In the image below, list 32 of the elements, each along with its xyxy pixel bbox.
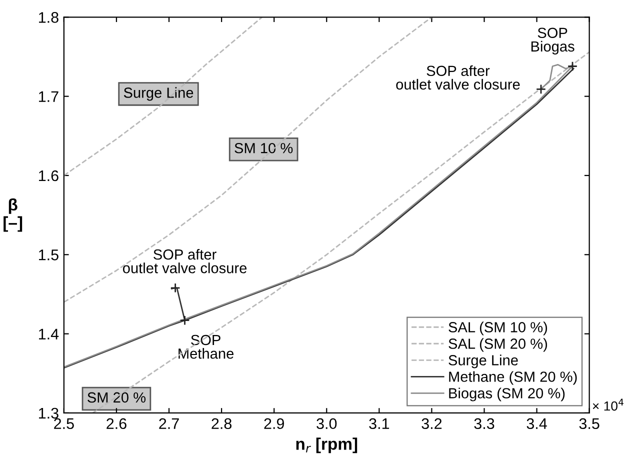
x-tick-label: 2.9 <box>264 418 284 430</box>
x-tick-label: 2.8 <box>212 418 232 430</box>
y-tick-label: 1.6 <box>39 170 58 182</box>
x-tick-label: 3.4 <box>526 418 547 430</box>
legend-label: SAL (SM 10 %) <box>448 322 548 336</box>
x-tick-label: 2.5 <box>54 418 74 430</box>
x-tick-label: 2.7 <box>159 418 179 429</box>
x-tick-label: 3.1 <box>369 418 390 430</box>
y-tick-label: 1.5 <box>39 250 58 260</box>
annotation: SM 10 % <box>234 142 293 154</box>
x-tick-label: 3.0 <box>316 418 337 430</box>
legend-label: Surge Line <box>448 354 518 368</box>
legend-label: Biogas (SM 20 %) <box>449 388 565 402</box>
annotation: SOP after outlet valve closure <box>122 248 247 274</box>
y-axis-title: β [–] <box>4 198 22 232</box>
annotation: SOP Methane <box>178 334 234 359</box>
annotation: Surge Line <box>124 87 194 101</box>
y-tick-label: 1.7 <box>39 91 58 102</box>
annotation: SOP after outlet valve closure <box>396 65 520 90</box>
annotation: SOP Biogas <box>531 28 574 55</box>
x-tick-label: 3.5 <box>579 418 600 430</box>
x-tick-label: 3.3 <box>474 418 494 430</box>
x-tick-label: 3.2 <box>422 418 442 430</box>
text: × 10$^{4}$ <box>592 398 624 411</box>
y-tick-label: 1.3 <box>39 408 58 419</box>
legend-label: SAL (SM 20 %) <box>448 338 548 352</box>
y-tick-label: 1.4 <box>39 328 59 340</box>
y-tick-label: 1.8 <box>39 12 58 23</box>
legend-label: Methane (SM 20 %) <box>449 371 577 385</box>
x-tick-label: 2.6 <box>106 418 126 430</box>
x-axis-title: n$_{r}$ [rpm] <box>296 438 358 454</box>
annotation: SM 20 % <box>88 392 146 403</box>
